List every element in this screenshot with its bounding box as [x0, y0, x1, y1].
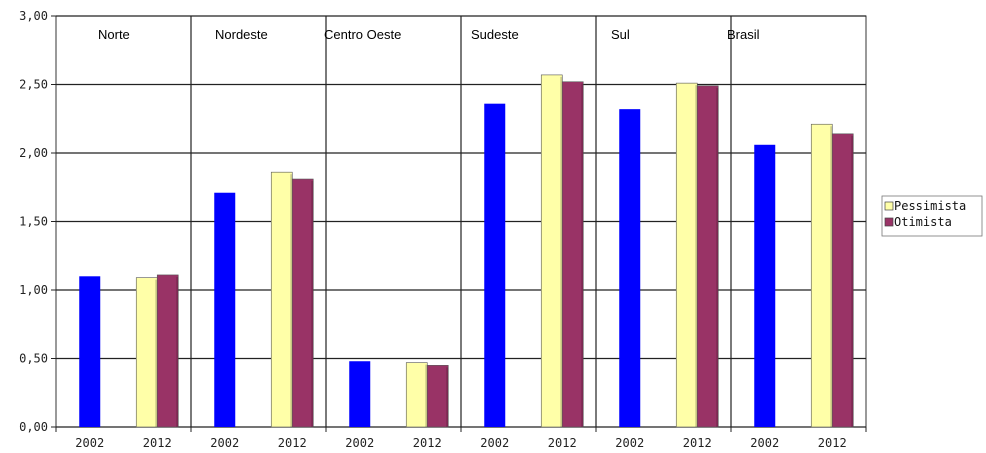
bar-otimista — [156, 274, 179, 428]
bar-otimista — [291, 178, 314, 428]
x-tick-label: 2002 — [210, 436, 239, 450]
bar-shadow — [446, 367, 449, 427]
legend: Pessimista Otimista — [881, 195, 983, 237]
region-label: Norte — [98, 27, 130, 42]
x-tick-label: 2002 — [480, 436, 509, 450]
bar-shadow — [716, 87, 719, 428]
bar-shadow — [311, 181, 314, 427]
bar-otimista — [561, 81, 584, 428]
bar-2002 — [619, 109, 641, 427]
x-tick-label: 2002 — [345, 436, 374, 450]
y-tick-label: 3,00 — [19, 9, 48, 23]
bar-2002 — [214, 192, 236, 427]
bar-otimista — [426, 365, 449, 428]
legend-swatch-pessimista — [884, 201, 894, 211]
bar-shadow — [560, 76, 563, 427]
region-label: Sudeste — [471, 27, 519, 42]
bar-2002 — [484, 103, 506, 428]
y-tick-label: 0,50 — [19, 352, 48, 366]
bar-shadow — [851, 135, 854, 427]
bar-otimista — [696, 85, 719, 428]
x-tick-label: 2012 — [413, 436, 442, 450]
y-tick-label: 2,50 — [19, 78, 48, 92]
x-tick-label: 2002 — [750, 436, 779, 450]
bar-2002 — [754, 144, 776, 427]
y-tick-label: 1,50 — [19, 215, 48, 229]
x-tick-label: 2012 — [818, 436, 847, 450]
region-label: Nordeste — [215, 27, 268, 42]
bar-shadow — [830, 126, 833, 427]
text-layer: 0,00 0,50 1,00 1,50 2,00 2,50 3,00 Norte 2002 201… — [19, 9, 847, 450]
region-label: Sul — [611, 27, 630, 42]
bar-pessimista — [540, 74, 563, 428]
x-tick-label: 2002 — [75, 436, 104, 450]
bar-shadow — [290, 174, 293, 427]
x-tick-label: 2002 — [615, 436, 644, 450]
bar-pessimista — [135, 277, 158, 428]
y-tick-label: 1,00 — [19, 283, 48, 297]
bar-otimista — [831, 133, 854, 428]
bar-2002 — [79, 276, 101, 427]
x-tick-label: 2012 — [278, 436, 307, 450]
x-tick-label: 2012 — [143, 436, 172, 450]
bar-shadow — [581, 83, 584, 427]
legend-label-otimista: Otimista — [894, 215, 952, 229]
bar-shadow — [176, 276, 179, 427]
region-label: Centro Oeste — [324, 27, 401, 42]
y-tick-label: 0,00 — [19, 420, 48, 434]
region-label: Brasil — [727, 27, 760, 42]
bar-pessimista — [270, 171, 293, 428]
legend-box — [881, 195, 983, 237]
x-tick-label: 2012 — [683, 436, 712, 450]
bar-shadow — [425, 364, 428, 427]
bar-2002 — [349, 361, 371, 427]
legend-label-pessimista: Pessimista — [894, 199, 966, 213]
y-tick-label: 2,00 — [19, 146, 48, 160]
grid-layer — [51, 15, 867, 432]
bar-pessimista — [405, 362, 428, 428]
bar-shadow — [155, 279, 158, 427]
bar-shadow — [695, 85, 698, 427]
bar-pessimista — [675, 82, 698, 428]
x-tick-label: 2012 — [548, 436, 577, 450]
bar-pessimista — [810, 123, 833, 428]
bar-layer — [79, 74, 854, 428]
legend-swatch-otimista — [884, 217, 894, 227]
